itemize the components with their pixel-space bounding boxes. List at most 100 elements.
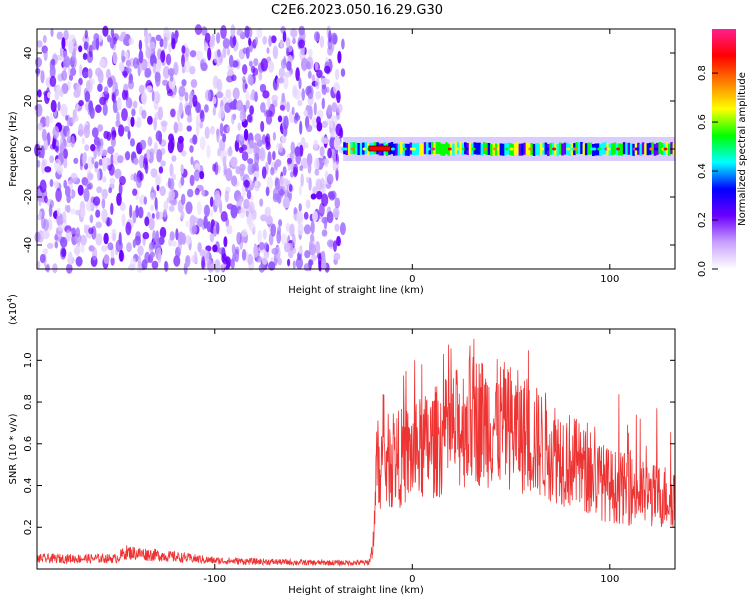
band-peak [362, 147, 367, 151]
noise-blob [260, 58, 268, 72]
noise-blob [237, 122, 241, 131]
noise-blob [123, 70, 128, 79]
noise-blob [241, 228, 248, 238]
band-cell [416, 142, 420, 155]
noise-blob [66, 204, 71, 213]
noise-blob [212, 244, 218, 253]
noise-blob [189, 50, 197, 58]
band-cell [532, 143, 536, 156]
noise-blob [313, 102, 317, 116]
noise-blob [196, 218, 204, 228]
noise-blob [192, 94, 198, 108]
noise-blob [145, 35, 149, 50]
noise-blob [160, 50, 166, 63]
noise-blob [314, 157, 320, 171]
noise-blob [303, 211, 309, 220]
noise-blob [46, 242, 54, 249]
noise-blob [121, 213, 126, 227]
noise-blob [245, 46, 250, 59]
band-cell [357, 143, 360, 155]
noise-blob [130, 116, 135, 128]
noise-blob [260, 102, 266, 113]
noise-blob [127, 130, 131, 140]
noise-blob [336, 103, 343, 114]
noise-blob [326, 86, 330, 94]
noise-blob [103, 254, 110, 265]
noise-blob [102, 25, 109, 37]
noise-blob [154, 71, 161, 83]
noise-blob [335, 68, 340, 81]
noise-blob [272, 150, 276, 161]
band-peak [573, 147, 578, 151]
noise-blob [130, 257, 137, 268]
noise-blob [159, 38, 164, 48]
noise-blob [310, 193, 317, 200]
noise-blob [246, 114, 253, 123]
band-cell [445, 142, 448, 155]
noise-blob [226, 47, 230, 56]
noise-blob [334, 223, 340, 232]
noise-blob [180, 164, 184, 175]
noise-blob [189, 174, 195, 187]
noise-blob [238, 198, 243, 207]
noise-blob [272, 45, 279, 60]
noise-blob [105, 68, 111, 80]
band-cell [582, 143, 586, 156]
noise-blob [321, 97, 325, 110]
noise-blob [319, 202, 325, 217]
spectrogram-ticks: -100 0 100 -40 -20 0 20 40 [23, 29, 675, 285]
noise-blob [165, 30, 172, 38]
noise-blob [84, 29, 89, 39]
noise-blob [149, 251, 155, 258]
noise-blob [119, 201, 126, 212]
noise-blob [226, 224, 233, 235]
y-tick-label: 0 [23, 146, 34, 152]
noise-blob [38, 196, 42, 207]
noise-blob [266, 215, 274, 227]
noise-blob [261, 134, 267, 145]
band-peak [454, 147, 459, 151]
noise-blob [278, 142, 283, 153]
noise-blob [151, 213, 155, 220]
noise-blob [166, 89, 174, 97]
noise-blob [207, 47, 212, 61]
band-peak [663, 147, 668, 151]
noise-blob [162, 209, 167, 218]
noise-blob [206, 144, 211, 159]
noise-blob [247, 253, 254, 266]
noise-blob [141, 109, 147, 119]
noise-blob [232, 87, 240, 100]
band-cell [518, 143, 522, 156]
band-cell [407, 143, 410, 156]
noise-blob [318, 253, 322, 268]
noise-blob [97, 148, 101, 157]
noise-blob [294, 112, 299, 119]
noise-blob [132, 239, 136, 249]
noise-blob [162, 65, 170, 79]
noise-blob [163, 200, 169, 211]
band-cell [459, 142, 462, 155]
x-tick-label: 0 [409, 574, 415, 585]
noise-blob [259, 198, 264, 207]
noise-blob [169, 163, 174, 177]
noise-blob [40, 216, 46, 230]
noise-blob [231, 243, 236, 255]
band-core [368, 145, 391, 152]
noise-blob [91, 40, 97, 51]
noise-blob [196, 122, 200, 136]
noise-blob [180, 193, 186, 206]
band-cell [423, 142, 427, 155]
noise-blob [204, 104, 209, 113]
noise-blob [148, 41, 156, 50]
noise-blob [62, 50, 68, 60]
noise-blob [35, 68, 41, 75]
spectrogram-y-label: Frequency (Hz) [8, 111, 19, 187]
noise-blob [248, 60, 253, 67]
noise-blob [295, 67, 300, 82]
band-peak [350, 147, 355, 151]
noise-blob [311, 74, 316, 83]
noise-blob [189, 65, 196, 75]
y-tick-label: 0.4 [23, 478, 34, 494]
noise-blob [59, 142, 65, 155]
noise-blob [300, 173, 304, 187]
